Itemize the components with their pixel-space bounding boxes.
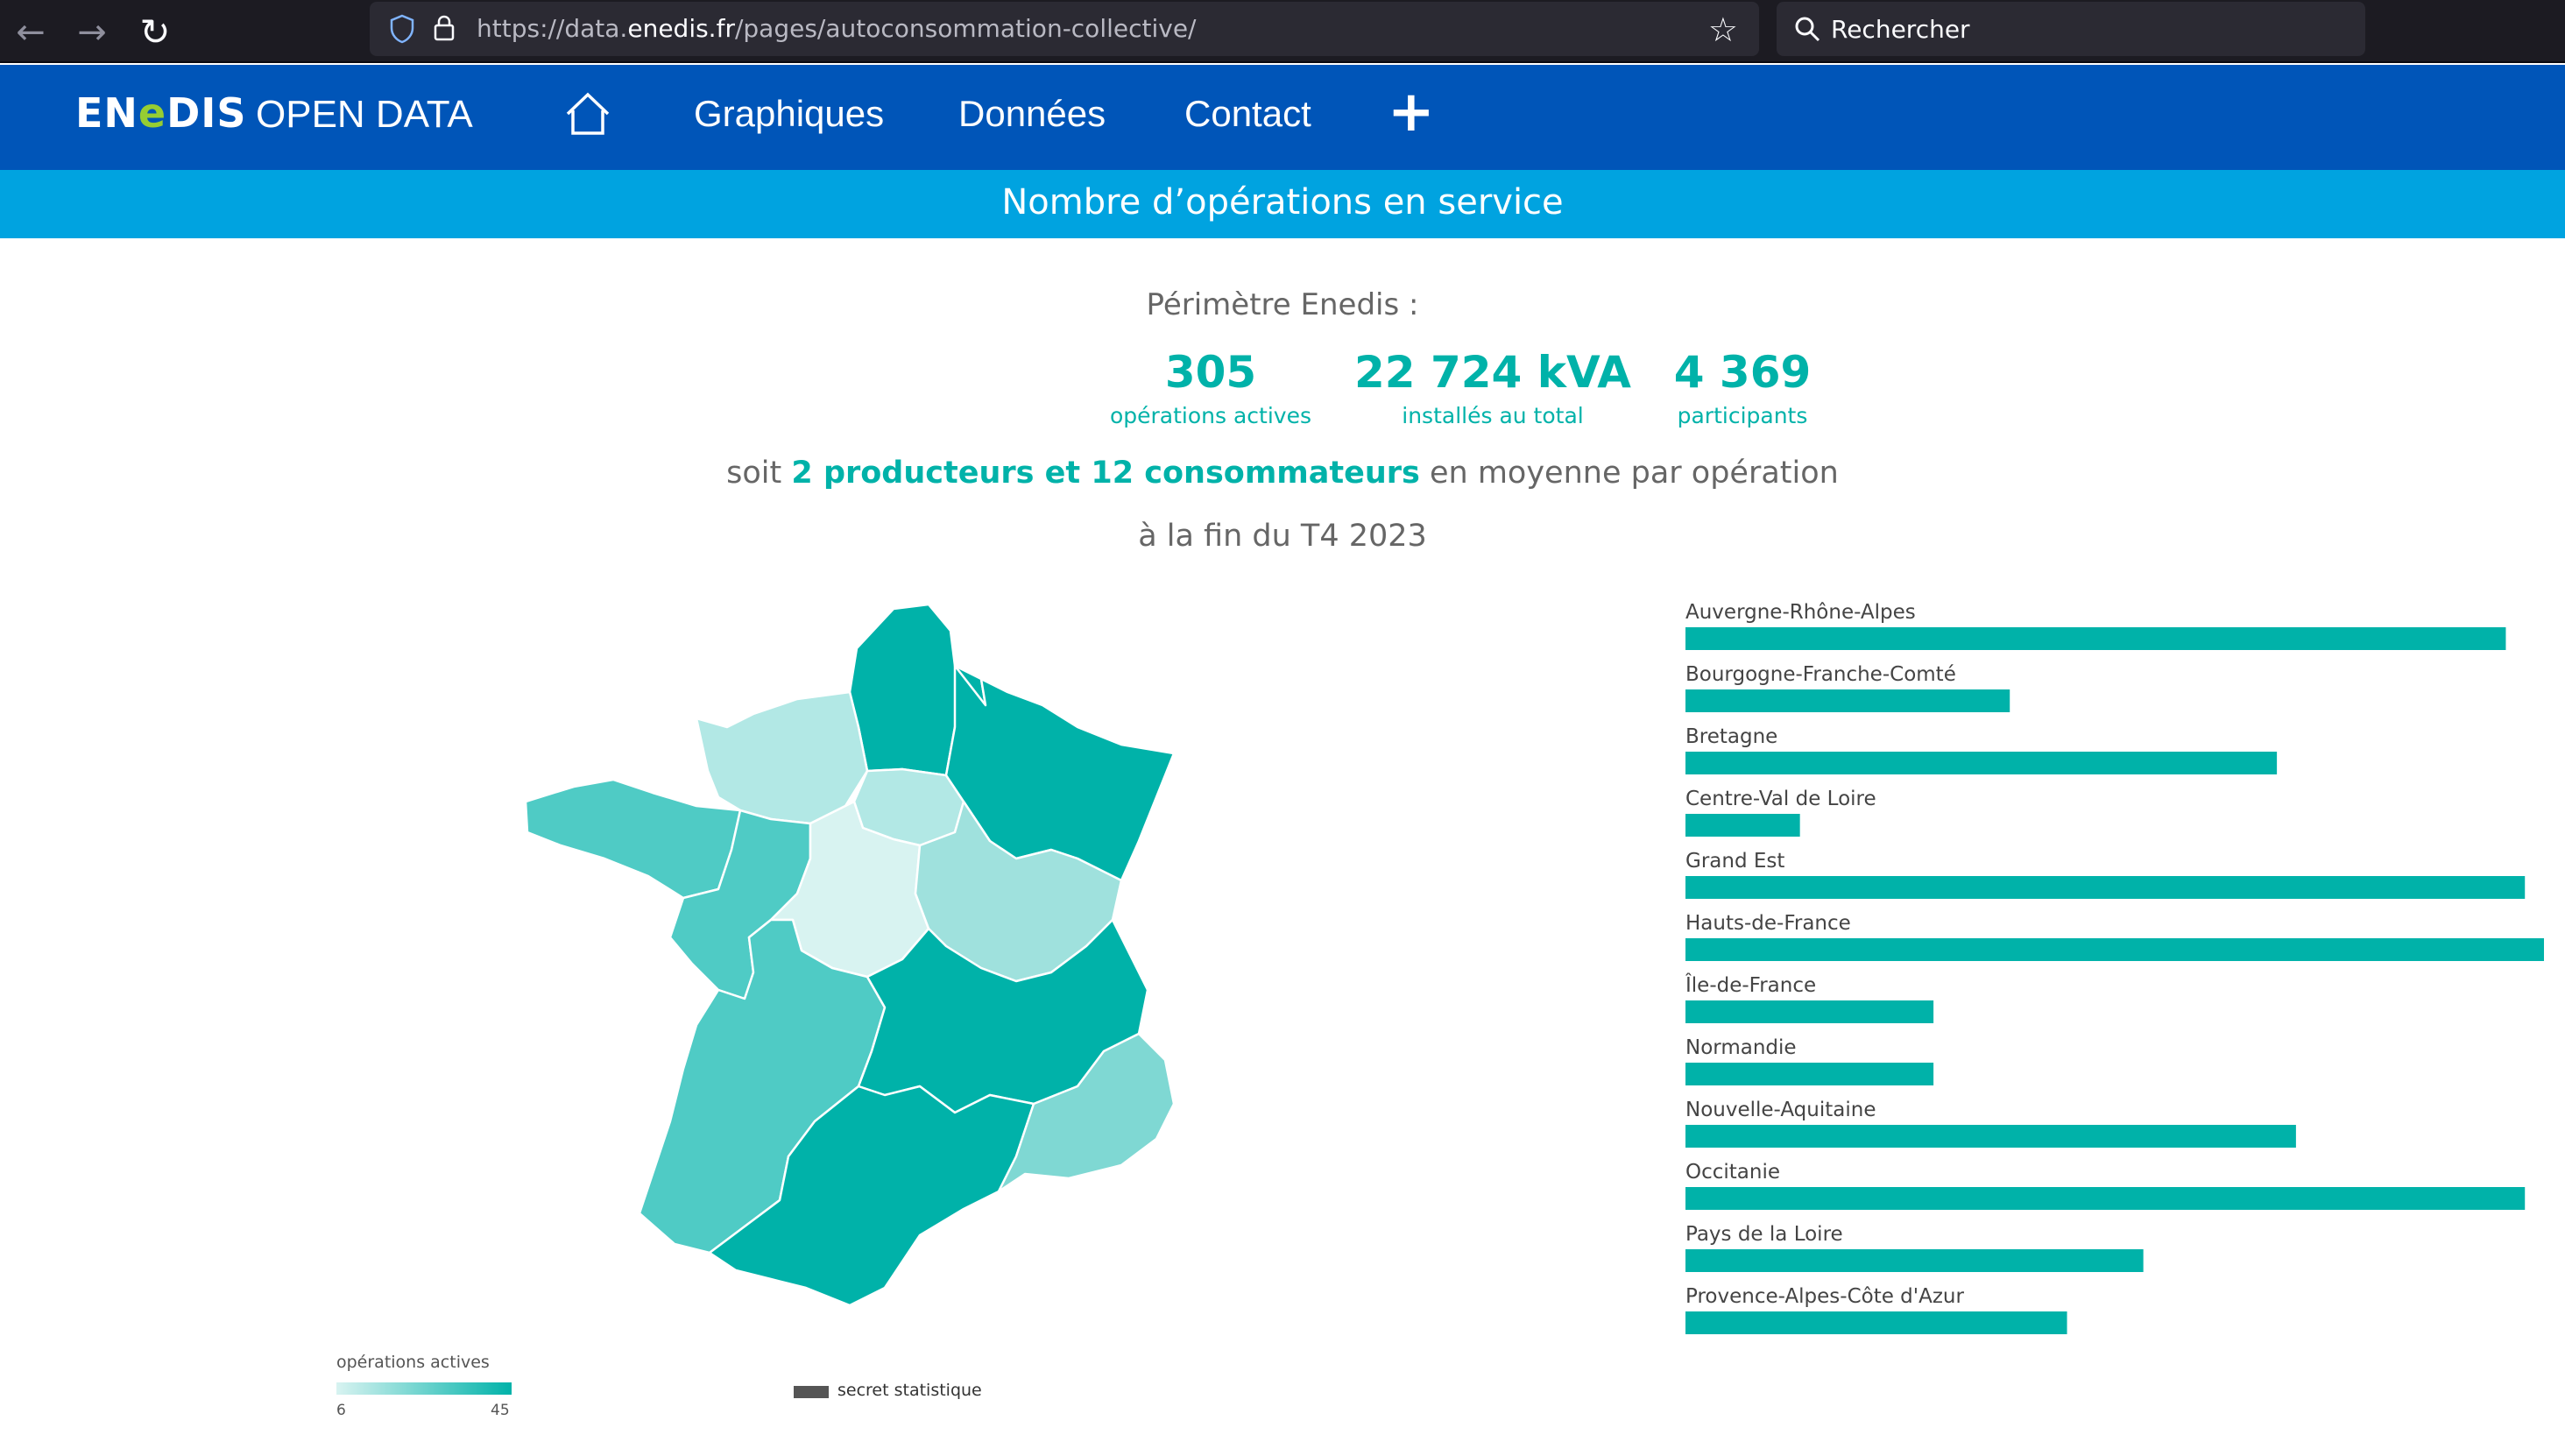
- bar[interactable]: [1685, 1249, 2144, 1272]
- url-text: https://data.enedis.fr/pages/autoconsomm…: [477, 14, 1197, 43]
- reload-icon[interactable]: ↻: [139, 11, 171, 53]
- url-bar[interactable]: https://data.enedis.fr/pages/autoconsomm…: [370, 2, 1759, 56]
- france-regions-map: [524, 603, 1176, 1307]
- bar[interactable]: [1685, 814, 1800, 837]
- average-text: soit 2 producteurs et 12 consommateurs e…: [726, 456, 1839, 491]
- participants-stat: 4 369 participants: [1659, 347, 1826, 428]
- bar[interactable]: [1685, 1000, 1934, 1023]
- plus-icon[interactable]: +: [1388, 80, 1435, 145]
- operations-value: 305: [1164, 347, 1257, 398]
- operations-stat: 305 opérations actives: [1095, 347, 1326, 428]
- lock-icon: [434, 15, 455, 41]
- bar[interactable]: [1685, 938, 2544, 961]
- region-normandie[interactable]: [695, 690, 869, 825]
- search-placeholder: Rechercher: [1831, 15, 1970, 44]
- secret-swatch: [794, 1386, 829, 1398]
- secret-label: secret statistique: [837, 1381, 982, 1400]
- bar[interactable]: [1685, 689, 2010, 712]
- bar-label: Occitanie: [1685, 1161, 1780, 1184]
- home-icon[interactable]: [562, 89, 613, 138]
- average-highlight: 2 producteurs et 12 consommateurs: [791, 456, 1420, 491]
- period-label: à la fin du T4 2023: [1138, 519, 1427, 554]
- menu-contact[interactable]: Contact: [1184, 93, 1311, 134]
- bar-label: Bourgogne-Franche-Comté: [1685, 663, 1956, 686]
- legend-gradient: [336, 1382, 512, 1395]
- bar-label: Grand Est: [1685, 850, 1784, 873]
- bar[interactable]: [1685, 876, 2526, 899]
- bar[interactable]: [1685, 752, 2278, 774]
- back-arrow-icon[interactable]: ←: [16, 12, 46, 53]
- kva-label: installés au total: [1402, 403, 1584, 428]
- bookmark-star-icon[interactable]: ☆: [1707, 11, 1738, 49]
- banner-title: Nombre d’opérations en service: [1001, 182, 1564, 223]
- bar[interactable]: [1685, 627, 2506, 650]
- site-header: ENeDIS OPEN DATA Graphiques Données Cont…: [0, 65, 2565, 170]
- bar[interactable]: [1685, 1187, 2526, 1210]
- legend-max: 45: [491, 1402, 510, 1419]
- menu-graphiques[interactable]: Graphiques: [694, 93, 885, 134]
- bar-label: Centre-Val de Loire: [1685, 788, 1876, 810]
- bar-label: Normandie: [1685, 1036, 1797, 1059]
- search-icon: [1795, 17, 1820, 42]
- kva-value: 22 724 kVA: [1353, 347, 1631, 398]
- bar-label: Nouvelle-Aquitaine: [1685, 1099, 1876, 1121]
- legend-min: 6: [336, 1402, 346, 1419]
- bar-label: Provence-Alpes-Côte d'Azur: [1685, 1285, 1964, 1308]
- bar[interactable]: [1685, 1063, 1934, 1085]
- sub-banner: Nombre d’opérations en service: [0, 170, 2565, 238]
- menu-donnees[interactable]: Données: [958, 93, 1106, 134]
- participants-label: participants: [1677, 403, 1808, 428]
- region-bretagne[interactable]: [524, 778, 742, 900]
- operations-label: opérations actives: [1109, 403, 1312, 428]
- bar-label: Île-de-France: [1685, 972, 1816, 997]
- bar-label: Pays de la Loire: [1685, 1223, 1843, 1246]
- participants-value: 4 369: [1673, 347, 1812, 398]
- regions-bar-chart: Auvergne-Rhône-Alpes Bourgogne-Franche-Co…: [1685, 601, 2544, 1334]
- region-provence-alpes-cote-dazur[interactable]: [997, 1032, 1176, 1193]
- bar[interactable]: [1685, 1125, 2296, 1148]
- kva-stat: 22 724 kVA installés au total: [1353, 347, 1633, 428]
- browser-toolbar: ← → ↻ https://data.enedis.fr/pages/autoc…: [0, 0, 2565, 63]
- forward-arrow-icon[interactable]: →: [77, 12, 107, 53]
- perimeter-label: Périmètre Enedis :: [1146, 287, 1419, 322]
- search-input[interactable]: Rechercher: [1777, 2, 2365, 56]
- site-title: OPEN DATA: [256, 93, 473, 136]
- shield-icon: [390, 14, 414, 44]
- enedis-logo[interactable]: ENeDIS: [75, 89, 247, 137]
- bar-label: Bretagne: [1685, 725, 1777, 748]
- bar-label: Auvergne-Rhône-Alpes: [1685, 601, 1916, 624]
- bar-label: Hauts-de-France: [1685, 912, 1851, 935]
- bar[interactable]: [1685, 1311, 2067, 1334]
- legend-title: opérations actives: [336, 1353, 490, 1372]
